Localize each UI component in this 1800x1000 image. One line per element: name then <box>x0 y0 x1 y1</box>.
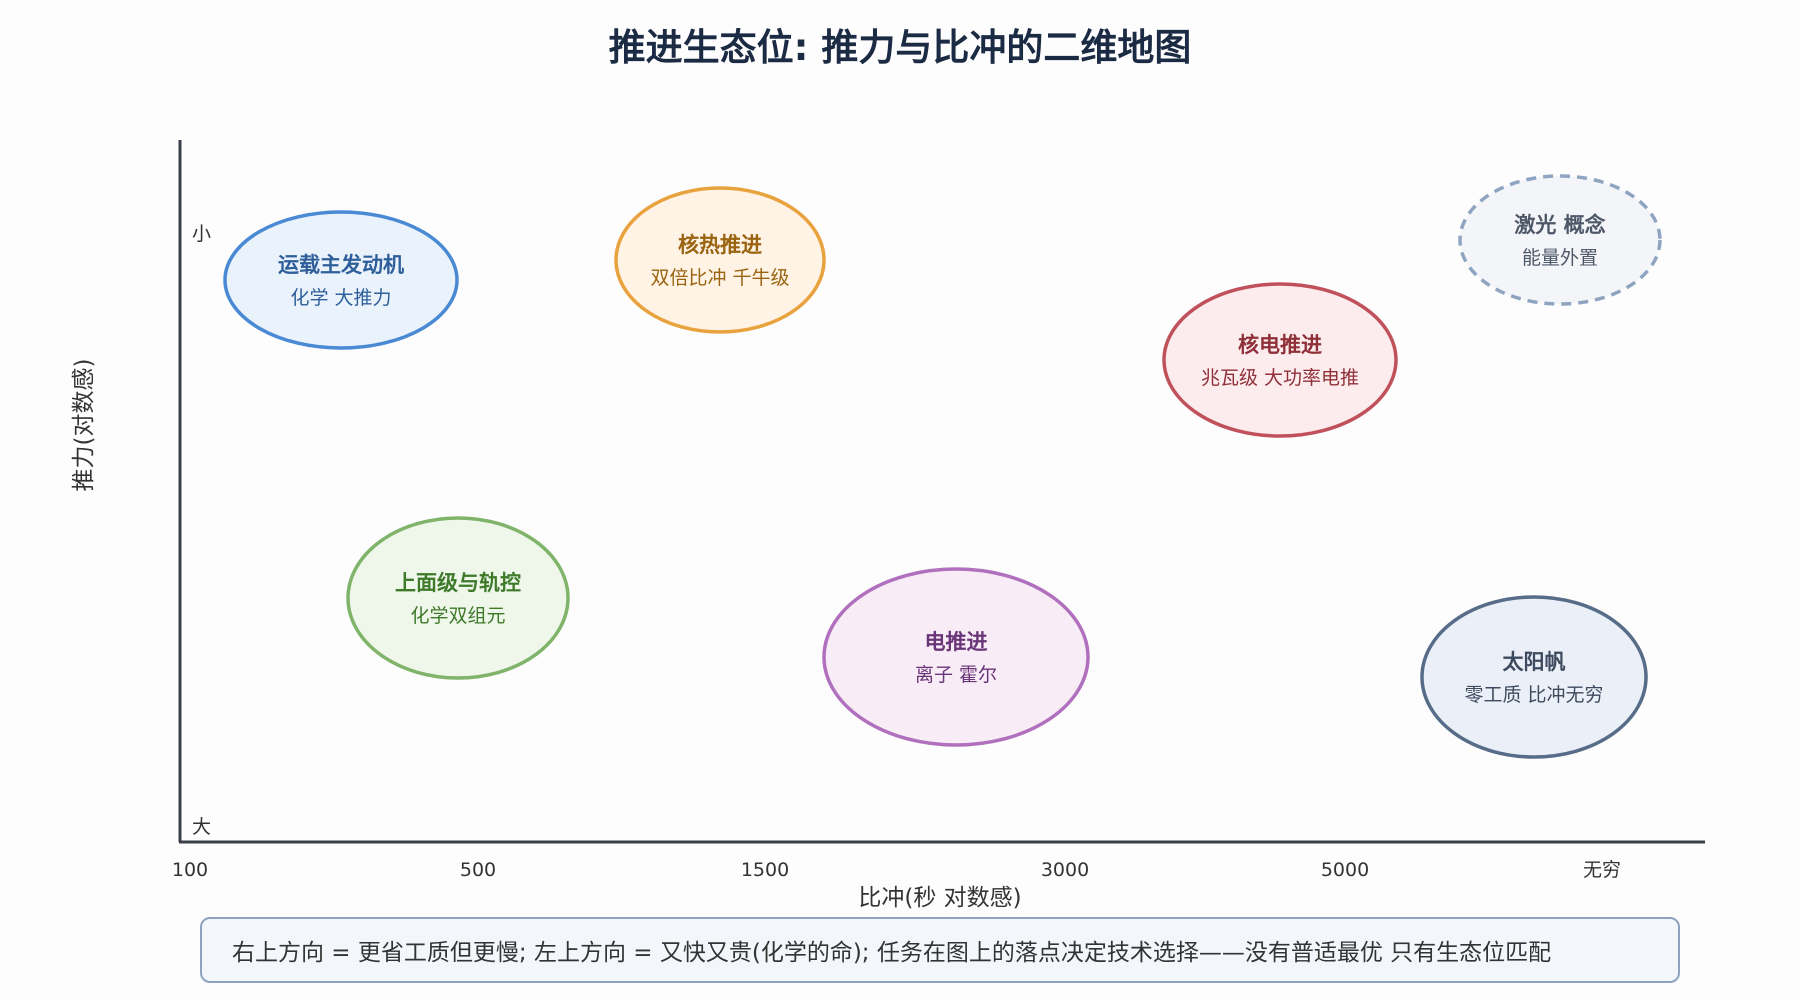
x-tick-label: 100 <box>172 859 208 881</box>
x-tick-label: 500 <box>460 859 496 881</box>
region-nuclear-thermal-subtitle: 双倍比冲 千牛级 <box>650 267 789 289</box>
region-upper-stage-title: 上面级与轨控 <box>395 571 521 595</box>
y-axis-bottom-label: 大 <box>192 816 211 838</box>
region-laser-subtitle: 能量外置 <box>1522 247 1598 269</box>
y-axis-top-label: 小 <box>192 223 211 245</box>
region-upper-stage-ellipse <box>346 516 570 680</box>
region-solar-sail-ellipse <box>1420 595 1648 759</box>
region-nuclear-thermal-title: 核热推进 <box>678 233 762 257</box>
region-electric: 电推进 离子 霍尔 <box>822 567 1090 747</box>
region-nuclear-electric-ellipse <box>1162 282 1398 438</box>
summary-note: 右上方向 = 更省工质但更慢; 左上方向 = 又快又贵(化学的命); 任务在图上… <box>200 917 1680 983</box>
region-nuclear-electric-subtitle: 兆瓦级 大功率电推 <box>1201 367 1359 389</box>
region-launch-ellipse <box>223 210 459 350</box>
region-electric-subtitle: 离子 霍尔 <box>915 664 997 686</box>
region-laser-title: 激光 概念 <box>1514 213 1605 237</box>
region-electric-ellipse <box>822 567 1090 747</box>
region-nuclear-electric-title: 核电推进 <box>1238 333 1322 357</box>
region-launch: 运载主发动机 化学 大推力 <box>223 210 459 350</box>
region-laser-ellipse <box>1458 174 1662 306</box>
x-tick-label: 3000 <box>1041 859 1089 881</box>
page-title: 推进生态位: 推力与比冲的二维地图 <box>609 26 1192 69</box>
region-solar-sail: 太阳帆 零工质 比冲无穷 <box>1420 595 1648 759</box>
x-tick-label: 1500 <box>741 859 789 881</box>
region-upper-stage: 上面级与轨控 化学双组元 <box>346 516 570 680</box>
region-laser: 激光 概念 能量外置 <box>1458 174 1662 306</box>
region-nuclear-thermal: 核热推进 双倍比冲 千牛级 <box>614 186 826 334</box>
region-launch-subtitle: 化学 大推力 <box>290 287 391 309</box>
region-electric-title: 电推进 <box>925 630 988 654</box>
x-axis-title: 比冲(秒 对数感) <box>858 885 1021 911</box>
x-tick-label: 无穷 <box>1583 859 1621 881</box>
region-solar-sail-subtitle: 零工质 比冲无穷 <box>1464 684 1603 706</box>
region-solar-sail-title: 太阳帆 <box>1503 650 1566 674</box>
x-tick-label: 5000 <box>1321 859 1369 881</box>
region-nuclear-thermal-ellipse <box>614 186 826 334</box>
region-nuclear-electric: 核电推进 兆瓦级 大功率电推 <box>1162 282 1398 438</box>
region-upper-stage-subtitle: 化学双组元 <box>410 605 505 627</box>
region-launch-title: 运载主发动机 <box>278 253 404 277</box>
summary-note-text: 右上方向 = 更省工质但更慢; 左上方向 = 又快又贵(化学的命); 任务在图上… <box>232 940 1552 966</box>
y-axis-title: 推力(对数感) <box>71 359 97 492</box>
